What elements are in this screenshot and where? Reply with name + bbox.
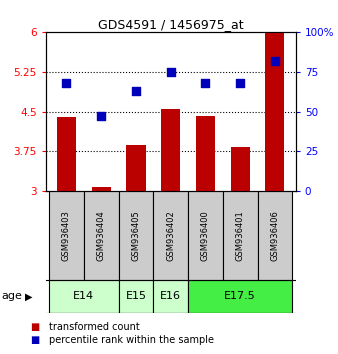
Bar [49, 280, 119, 313]
Bar [265, 32, 285, 191]
Title: GDS4591 / 1456975_at: GDS4591 / 1456975_at [98, 18, 243, 31]
Bar [223, 191, 258, 280]
Bar [161, 109, 180, 191]
Text: GSM936403: GSM936403 [62, 210, 71, 261]
Text: ■: ■ [30, 322, 40, 332]
Bar [153, 191, 188, 280]
Bar [119, 280, 153, 313]
Text: GSM936405: GSM936405 [131, 210, 141, 261]
Bar [126, 145, 145, 191]
Bar [119, 191, 153, 280]
Point [133, 88, 139, 93]
Text: E15: E15 [125, 291, 146, 302]
Text: percentile rank within the sample: percentile rank within the sample [49, 335, 214, 345]
Text: ■: ■ [30, 335, 40, 345]
Bar [231, 147, 250, 191]
Bar [57, 117, 76, 191]
Text: ▶: ▶ [25, 291, 33, 302]
Point [203, 80, 208, 86]
Point [238, 80, 243, 86]
Point [98, 113, 104, 119]
Bar [196, 116, 215, 191]
Text: E16: E16 [160, 291, 181, 302]
Text: age: age [2, 291, 23, 302]
Text: GSM936402: GSM936402 [166, 210, 175, 261]
Text: transformed count: transformed count [49, 322, 140, 332]
Bar [258, 191, 292, 280]
Bar [49, 191, 84, 280]
Bar [188, 191, 223, 280]
Text: E14: E14 [73, 291, 94, 302]
Text: GSM936401: GSM936401 [236, 210, 245, 261]
Text: E17.5: E17.5 [224, 291, 256, 302]
Bar [84, 191, 119, 280]
Text: GSM936400: GSM936400 [201, 210, 210, 261]
Text: GSM936406: GSM936406 [270, 210, 280, 261]
Point [272, 58, 277, 63]
Bar [153, 280, 188, 313]
Text: GSM936404: GSM936404 [97, 210, 106, 261]
Bar [188, 280, 292, 313]
Bar [92, 187, 111, 191]
Point [64, 80, 69, 86]
Point [168, 69, 173, 75]
